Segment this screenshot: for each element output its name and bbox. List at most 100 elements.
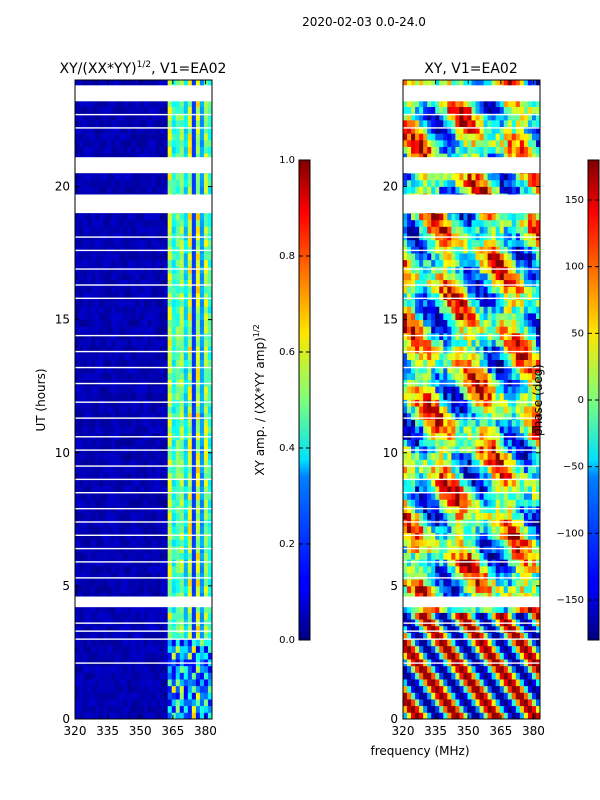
heatmap-cell [143,625,148,633]
heatmap-cell [479,665,484,673]
heatmap-cell [199,572,205,580]
heatmap-cell [91,605,96,613]
heatmap-cell [127,319,132,327]
heatmap-cell [111,406,116,414]
heatmap-cell [519,612,525,620]
heatmap-cell [515,699,521,707]
heatmap-cell [171,545,177,553]
heatmap-cell [103,406,108,414]
heatmap-cell [111,712,116,719]
heatmap-cell [195,412,201,420]
heatmap-cell [531,452,537,460]
heatmap-cell [523,645,529,653]
heatmap-cell [131,645,136,653]
heatmap-cell [403,572,408,580]
heatmap-cell [171,712,177,719]
heatmap-cell [131,479,136,487]
heatmap-cell [191,565,197,573]
heatmap-cell [207,652,212,660]
heatmap-cell [423,479,428,487]
heatmap-cell [403,452,408,460]
heatmap-cell [99,406,104,414]
heatmap-cell [123,585,128,593]
heatmap-cell [447,512,452,520]
heatmap-cell [511,572,517,580]
heatmap-cell [167,399,173,407]
heatmap-cell [191,399,197,407]
heatmap-cell [455,472,460,480]
heatmap-cell [143,366,148,374]
heatmap-cell [119,386,124,394]
heatmap-cell [95,652,100,660]
heatmap-cell [111,239,116,247]
heatmap-cell [151,239,156,247]
heatmap-cell [483,459,489,467]
heatmap-cell [491,459,497,467]
heatmap-cell [95,226,100,234]
heatmap-cell [155,486,161,494]
heatmap-cell [107,226,112,234]
heatmap-cell [107,146,112,154]
heatmap-cell [451,665,456,673]
heatmap-cell [455,705,460,713]
heatmap-cell [403,552,408,560]
heatmap-cell [135,672,140,680]
heatmap-cell [463,692,468,700]
heatmap-cell [203,692,209,700]
heatmap-cell [523,486,529,494]
heatmap-cell [147,239,152,247]
heatmap-cell [159,419,165,427]
heatmap-cell [103,179,108,187]
heatmap-cell [107,545,112,553]
heatmap-cell [127,532,132,540]
heatmap-cell [515,545,521,553]
heatmap-cell [423,539,428,547]
heatmap-cell [515,665,521,673]
heatmap-cell [491,552,497,560]
heatmap-cell [147,226,152,234]
heatmap-cell [499,512,505,520]
heatmap-cell [79,399,84,407]
heatmap-cell [159,512,165,520]
heatmap-cell [95,219,100,227]
heatmap-cell [91,219,96,227]
heatmap-cell [83,492,88,500]
heatmap-cell [179,399,185,407]
heatmap-cell [79,213,84,221]
heatmap-cell [95,139,100,147]
heatmap-cell [483,592,489,600]
heatmap-cell [191,213,197,221]
heatmap-cell [75,645,80,653]
heatmap-cell [111,279,116,287]
heatmap-cell [495,572,501,580]
heatmap-cell [403,545,408,553]
heatmap-cell [171,539,177,547]
heatmap-cell [427,592,432,600]
heatmap-cell [483,679,489,687]
heatmap-cell [175,332,181,340]
heatmap-cell [447,412,452,420]
heatmap-cell [503,625,509,633]
heatmap-cell [515,605,521,613]
heatmap-cell [499,466,505,474]
heatmap-cell [163,592,169,600]
heatmap-cell [127,539,132,547]
heatmap-cell [171,312,177,321]
heatmap-cell [79,552,84,560]
heatmap-cell [115,139,120,147]
heatmap-cell [115,213,120,221]
heatmap-cell [415,545,420,553]
heatmap-cell [75,585,80,593]
heatmap-cell [83,153,88,161]
heatmap-cell [151,605,156,613]
heatmap-cell [135,372,140,380]
data-gap-line [75,436,212,438]
heatmap-cell [471,565,476,573]
heatmap-cell [123,499,128,507]
heatmap-cell [123,286,128,294]
heatmap-cell [467,645,472,653]
heatmap-cell [187,293,193,301]
heatmap-cell [183,219,189,227]
heatmap-cell [187,399,193,407]
heatmap-cell [87,632,92,640]
